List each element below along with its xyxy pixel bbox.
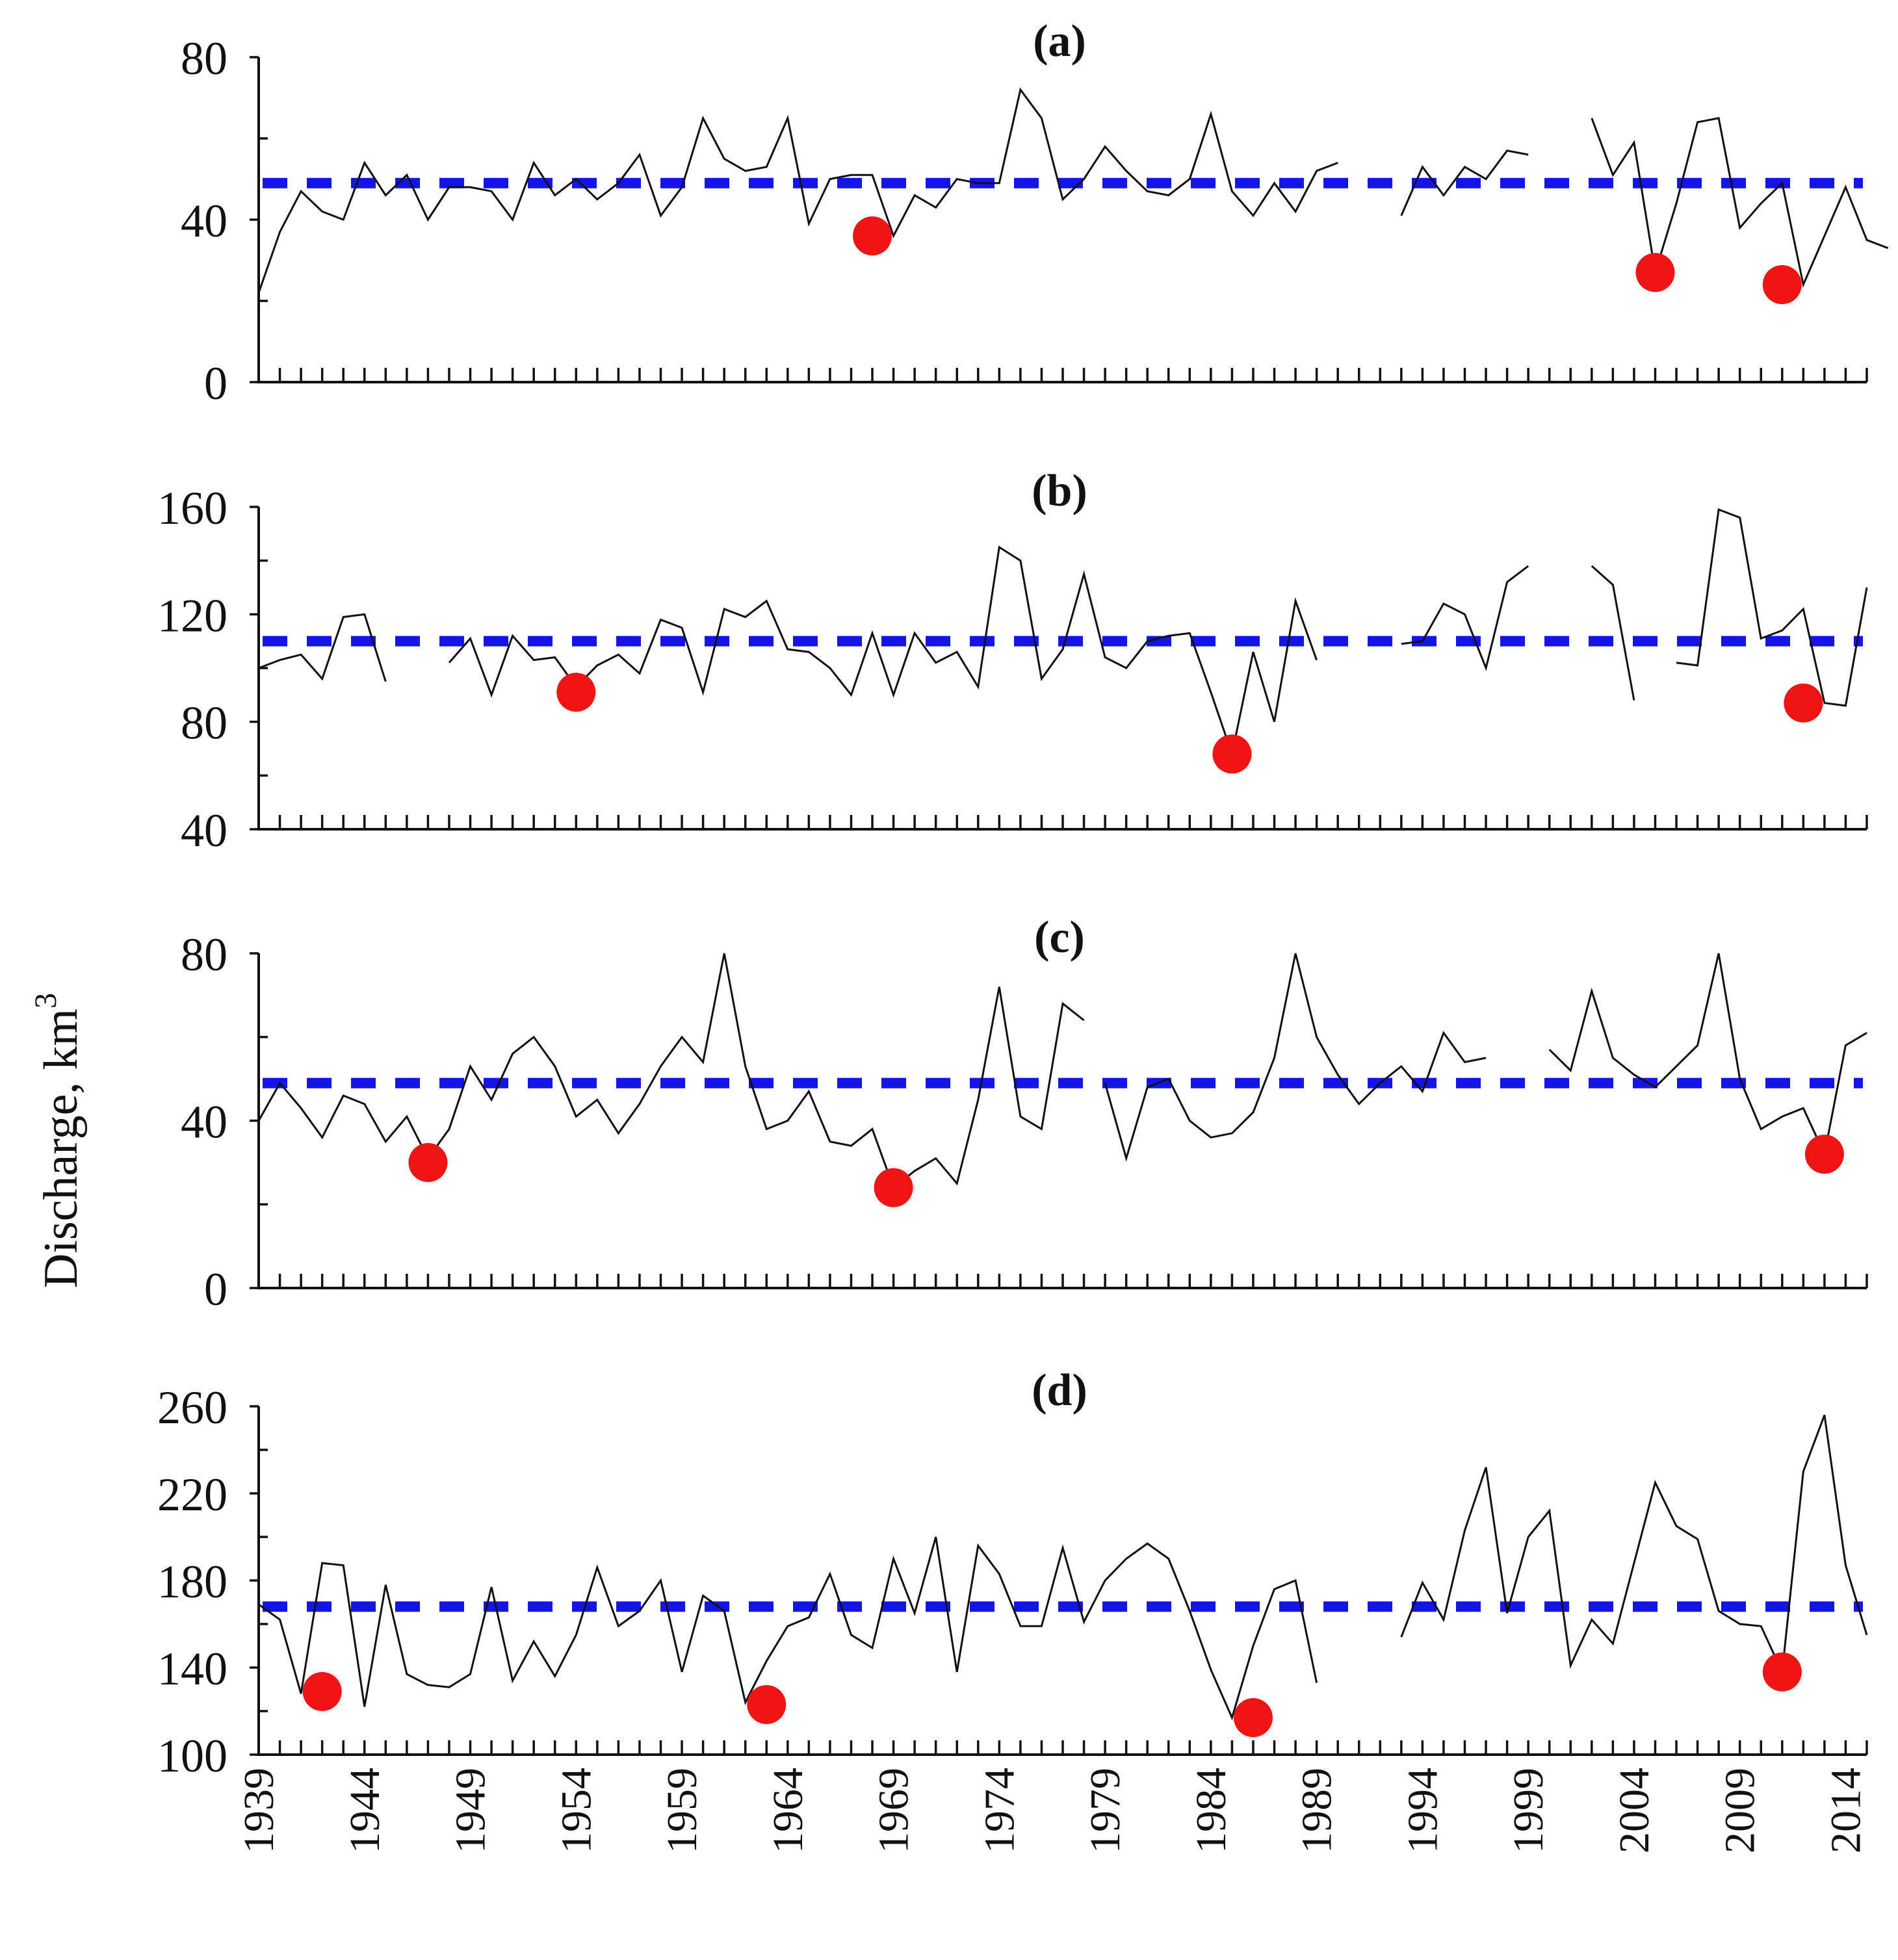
- panel-c: 0 40 80 (c): [181, 912, 1868, 1315]
- low-flow-marker: [1233, 1698, 1273, 1738]
- panel-b: 40 80 120 160 (b): [157, 466, 1868, 857]
- discharge-series: [257, 87, 1338, 293]
- x-tick-label: 2009: [1717, 1768, 1764, 1853]
- discharge-series: [258, 613, 387, 682]
- discharge-series: [257, 953, 1085, 1189]
- discharge-series: [1591, 117, 1889, 288]
- x-tick-label: 1999: [1505, 1768, 1552, 1853]
- panel-axes: [257, 1406, 1867, 1756]
- discharge-series: [1400, 1414, 1868, 1676]
- y-axis-label-superscript: 3: [29, 993, 63, 1009]
- panel-d: 100 140 180 220 260 (d): [157, 1365, 1868, 1782]
- y-tick-label: 220: [157, 1469, 228, 1521]
- low-flow-marker: [302, 1671, 342, 1711]
- low-flow-marker: [1762, 1652, 1802, 1692]
- x-tick-label: 1979: [1082, 1768, 1129, 1853]
- y-tick-label: 80: [181, 929, 228, 981]
- low-flow-marker: [408, 1142, 448, 1182]
- panels: 0 40 80 (a) 40 80 120 160 (b) 0 40 80 (c) 100 140 180 22…: [157, 16, 1889, 1782]
- x-tick-label: 1964: [764, 1768, 812, 1853]
- panel-a: 0 40 80 (a): [181, 16, 1889, 409]
- y-tick-label: 80: [181, 32, 228, 84]
- panel-title: (a): [1033, 16, 1086, 66]
- y-tick-label: 40: [181, 805, 228, 857]
- y-axis-label: Discharge, km3: [29, 993, 88, 1288]
- y-tick-label: 120: [157, 589, 228, 641]
- discharge-series: [1676, 508, 1868, 707]
- low-flow-marker: [1212, 734, 1252, 774]
- low-flow-marker: [1804, 1135, 1844, 1174]
- x-tick-label: 1944: [341, 1768, 389, 1853]
- low-flow-marker: [1784, 683, 1823, 723]
- x-tick-label: 1939: [235, 1768, 283, 1853]
- y-tick-label: 0: [204, 1263, 228, 1315]
- low-flow-marker: [1635, 253, 1675, 292]
- discharge-series: [1401, 565, 1529, 671]
- discharge-series: [1104, 953, 1487, 1162]
- y-tick-label: 100: [157, 1730, 228, 1782]
- panel-title: (b): [1032, 466, 1087, 516]
- x-tick-label: 1994: [1399, 1768, 1446, 1853]
- x-tick-label: 1974: [976, 1768, 1023, 1853]
- y-tick-label: 180: [157, 1556, 228, 1608]
- y-tick-label: 80: [181, 697, 228, 749]
- y-tick-label: 0: [204, 357, 228, 409]
- x-tick-label: 1969: [870, 1768, 918, 1853]
- low-flow-marker: [747, 1684, 786, 1724]
- x-tick-label: 1989: [1294, 1768, 1341, 1853]
- x-tick-label: 1984: [1188, 1768, 1235, 1853]
- low-flow-marker: [874, 1168, 913, 1207]
- discharge-series: [1591, 565, 1635, 701]
- low-flow-marker: [556, 673, 596, 712]
- y-tick-label: 140: [157, 1643, 228, 1695]
- x-tick-label: 2014: [1822, 1768, 1869, 1853]
- low-flow-marker: [853, 216, 892, 255]
- low-flow-marker: [1762, 265, 1802, 304]
- x-tick-label: 1959: [658, 1768, 706, 1853]
- discharge-series: [1548, 953, 1867, 1157]
- y-tick-label: 260: [157, 1382, 228, 1434]
- y-tick-label: 40: [181, 195, 228, 247]
- y-tick-label: 40: [181, 1096, 228, 1148]
- x-tick-label: 2004: [1611, 1768, 1658, 1853]
- panel-axes: [257, 507, 1867, 831]
- discharge-series: [448, 545, 1318, 758]
- y-tick-label: 160: [157, 482, 228, 534]
- x-tick-label: 1954: [552, 1768, 600, 1853]
- panel-axes: [257, 57, 1867, 383]
- discharge-series: [1400, 149, 1529, 216]
- x-tick-label: 1949: [447, 1768, 495, 1853]
- panel-title: (c): [1034, 912, 1085, 962]
- discharge-series: [258, 1536, 1318, 1721]
- shared-x-axis: 1939 1944 1949 1954 1959 1964 1969 1974 1979 1984…: [235, 1768, 1869, 1853]
- panel-title: (d): [1032, 1365, 1087, 1415]
